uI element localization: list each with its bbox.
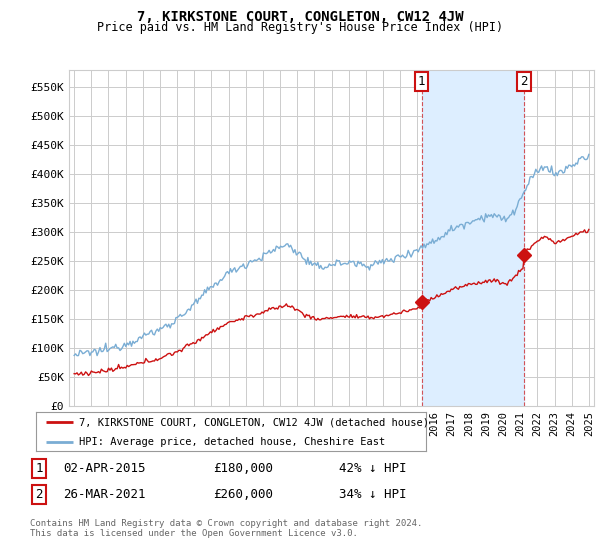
Text: 26-MAR-2021: 26-MAR-2021: [63, 488, 146, 501]
Text: 7, KIRKSTONE COURT, CONGLETON, CW12 4JW: 7, KIRKSTONE COURT, CONGLETON, CW12 4JW: [137, 10, 463, 24]
Text: HPI: Average price, detached house, Cheshire East: HPI: Average price, detached house, Ches…: [79, 437, 385, 447]
Text: 34% ↓ HPI: 34% ↓ HPI: [339, 488, 407, 501]
Text: 2: 2: [35, 488, 43, 501]
Text: 7, KIRKSTONE COURT, CONGLETON, CW12 4JW (detached house): 7, KIRKSTONE COURT, CONGLETON, CW12 4JW …: [79, 417, 429, 427]
Text: 2: 2: [520, 75, 528, 88]
Text: 02-APR-2015: 02-APR-2015: [63, 462, 146, 475]
Text: £260,000: £260,000: [213, 488, 273, 501]
Bar: [422, 70, 524, 406]
Text: 1: 1: [35, 462, 43, 475]
Text: 1: 1: [418, 75, 425, 88]
Text: Contains HM Land Registry data © Crown copyright and database right 2024.: Contains HM Land Registry data © Crown c…: [30, 519, 422, 528]
Text: Price paid vs. HM Land Registry's House Price Index (HPI): Price paid vs. HM Land Registry's House …: [97, 21, 503, 34]
Text: This data is licensed under the Open Government Licence v3.0.: This data is licensed under the Open Gov…: [30, 529, 358, 538]
Text: £180,000: £180,000: [213, 462, 273, 475]
Text: 42% ↓ HPI: 42% ↓ HPI: [339, 462, 407, 475]
